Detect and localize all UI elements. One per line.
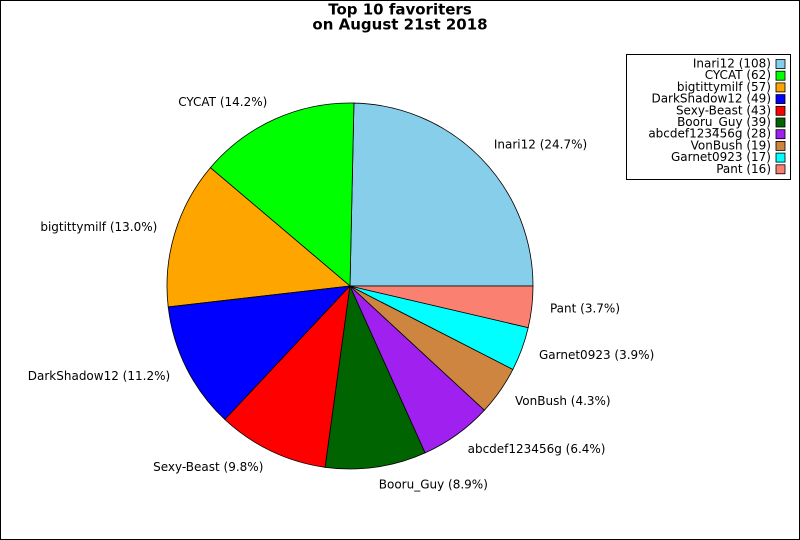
slice-label: Booru_Guy (8.9%)	[379, 478, 488, 492]
legend-label: Garnet0923 (17)	[671, 150, 771, 164]
chart-title: on August 21st 2018	[312, 16, 487, 34]
slice-label: bigtittymilf (13.0%)	[40, 220, 157, 234]
legend-label: abcdef123456g (28)	[648, 127, 771, 141]
legend-label: bigtittymilf (57)	[677, 80, 771, 94]
slice-label: Garnet0923 (3.9%)	[539, 348, 654, 362]
legend-swatch	[775, 152, 786, 163]
pie-slice	[224, 284, 351, 468]
pie-slice	[167, 285, 352, 421]
legend-label: DarkShadow12 (49)	[651, 92, 771, 106]
legend-swatch	[775, 94, 786, 104]
slice-label: CYCAT (14.2%)	[178, 95, 267, 109]
legend-swatch	[775, 129, 786, 140]
legend-label: Pant (16)	[716, 162, 771, 176]
pie-slice	[209, 102, 355, 287]
legend-swatch	[775, 140, 786, 151]
legend-label: Sexy-Beast (43)	[676, 103, 771, 117]
slice-label: abcdef123456g (6.4%)	[468, 442, 606, 456]
chart-title: Top 10 favoriters	[328, 1, 472, 19]
slice-label: Sexy-Beast (9.8%)	[153, 460, 263, 474]
slice-label: Inari12 (24.7%)	[494, 138, 587, 152]
legend-swatch	[775, 164, 786, 175]
pie-slice	[349, 102, 534, 287]
slice-label: VonBush (4.3%)	[515, 394, 611, 408]
legend-label: Booru_Guy (39)	[677, 115, 771, 129]
slice-label: Pant (3.7%)	[550, 302, 620, 316]
legend-swatch	[775, 59, 786, 69]
legend-swatch	[775, 82, 786, 93]
slice-label: DarkShadow12 (11.2%)	[28, 369, 170, 383]
pie-slice	[324, 284, 426, 470]
legend-label: Inari12 (108)	[693, 57, 771, 71]
legend-box	[626, 54, 791, 180]
legend-swatch	[775, 105, 786, 116]
pie-slice	[166, 167, 351, 308]
legend-swatch	[775, 70, 786, 81]
pie-slice	[349, 285, 534, 329]
legend-label: VonBush (19)	[691, 138, 771, 152]
legend-label: CYCAT (62)	[705, 68, 771, 82]
legend-swatch	[775, 117, 786, 128]
